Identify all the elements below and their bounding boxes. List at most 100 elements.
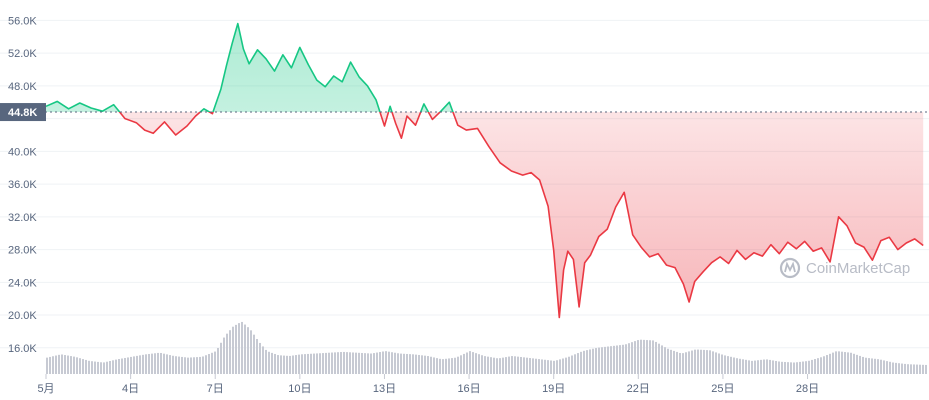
volume-bar xyxy=(52,356,54,374)
volume-bar xyxy=(49,356,51,374)
volume-bar xyxy=(691,350,693,374)
volume-bar xyxy=(898,363,900,374)
volume-bar xyxy=(640,339,642,374)
volume-bar xyxy=(391,352,393,374)
volume-bar xyxy=(925,364,927,374)
volume-bar xyxy=(262,346,264,374)
baseline-tag: 44.8K xyxy=(0,103,46,122)
volume-bar xyxy=(568,356,570,374)
volume-bar xyxy=(283,355,285,374)
volume-bar xyxy=(682,353,684,374)
volume-bar xyxy=(223,337,225,374)
volume-bar xyxy=(115,359,117,374)
volume-bar xyxy=(412,354,414,374)
volume-bar xyxy=(268,351,270,374)
volume-bar xyxy=(439,358,441,374)
volume-bar xyxy=(520,356,522,374)
price-area xyxy=(46,23,924,318)
volume-bar xyxy=(766,359,768,374)
volume-bar xyxy=(109,361,111,374)
volume-bar xyxy=(244,324,246,374)
volume-bar xyxy=(742,359,744,374)
volume-bar xyxy=(490,357,492,374)
volume-bar xyxy=(916,364,918,374)
volume-bar xyxy=(547,360,549,374)
volume-bar xyxy=(445,358,447,374)
volume-bar xyxy=(607,346,609,374)
volume-bar xyxy=(796,362,798,374)
volume-bar xyxy=(802,361,804,374)
volume-bar xyxy=(400,353,402,374)
volume-bar xyxy=(865,357,867,374)
volume-bar xyxy=(556,360,558,374)
y-tick-label: 56.0K xyxy=(8,15,37,27)
volume-bar xyxy=(487,356,489,374)
price-line-down xyxy=(118,112,924,319)
volume-bar xyxy=(496,358,498,374)
volume-bar xyxy=(169,355,171,374)
y-tick-label: 20.0K xyxy=(8,310,37,322)
volume-bar xyxy=(661,345,663,374)
volume-bar xyxy=(673,350,675,374)
volume-bar xyxy=(895,362,897,374)
volume-bar xyxy=(340,352,342,374)
volume-bar xyxy=(721,354,723,374)
volume-bar xyxy=(139,355,141,374)
volume-bar xyxy=(451,358,453,374)
volume-bar xyxy=(625,344,627,374)
volume-bar xyxy=(535,358,537,374)
volume-bar xyxy=(715,352,717,374)
volume-bar xyxy=(550,360,552,374)
volume-bar xyxy=(856,354,858,374)
volume-bar xyxy=(280,355,282,374)
volume-bar xyxy=(295,355,297,374)
volume-bar xyxy=(577,353,579,374)
volume-bar xyxy=(157,352,159,374)
volume-bar xyxy=(784,361,786,374)
volume-bar xyxy=(868,358,870,374)
volume-bar xyxy=(199,356,201,374)
volume-bar xyxy=(151,353,153,374)
volume-bar xyxy=(751,360,753,374)
baseline-value: 44.8K xyxy=(8,107,37,119)
volume-bar xyxy=(250,330,252,374)
volume-bar xyxy=(493,357,495,374)
volume-bar xyxy=(247,327,249,374)
watermark-text: CoinMarketCap xyxy=(806,260,910,277)
volume-bar xyxy=(184,357,186,374)
volume-bar xyxy=(97,361,99,374)
area-fill-below-baseline xyxy=(119,112,924,318)
volume-bar xyxy=(481,355,483,374)
volume-bar xyxy=(664,347,666,374)
volume-bar xyxy=(175,356,177,374)
volume-bar xyxy=(727,356,729,374)
volume-bar xyxy=(622,344,624,374)
volume-bar xyxy=(211,352,213,374)
volume-bar xyxy=(658,343,660,374)
volume-bar xyxy=(379,352,381,374)
volume-bar xyxy=(433,357,435,374)
volume-bar xyxy=(136,355,138,374)
volume-bar xyxy=(511,356,513,374)
volume-bar xyxy=(901,363,903,374)
volume-bar xyxy=(88,360,90,374)
volume-bar xyxy=(253,334,255,374)
volume-bar xyxy=(145,354,147,374)
volume-bar xyxy=(313,353,315,374)
x-tick-label: 28日 xyxy=(796,383,819,395)
volume-bar xyxy=(841,351,843,374)
volume-bar xyxy=(679,352,681,374)
volume-bar xyxy=(355,352,357,374)
volume-bar xyxy=(70,356,72,374)
volume-bar xyxy=(454,357,456,374)
x-tick-label: 13日 xyxy=(373,383,396,395)
volume-bar xyxy=(220,342,222,374)
volume-bar xyxy=(484,356,486,374)
volume-bar xyxy=(886,361,888,374)
volume-bar xyxy=(913,364,915,374)
volume-bar xyxy=(85,359,87,374)
volume-bar xyxy=(589,349,591,374)
volume-bar xyxy=(598,347,600,374)
volume-bar xyxy=(832,352,834,374)
